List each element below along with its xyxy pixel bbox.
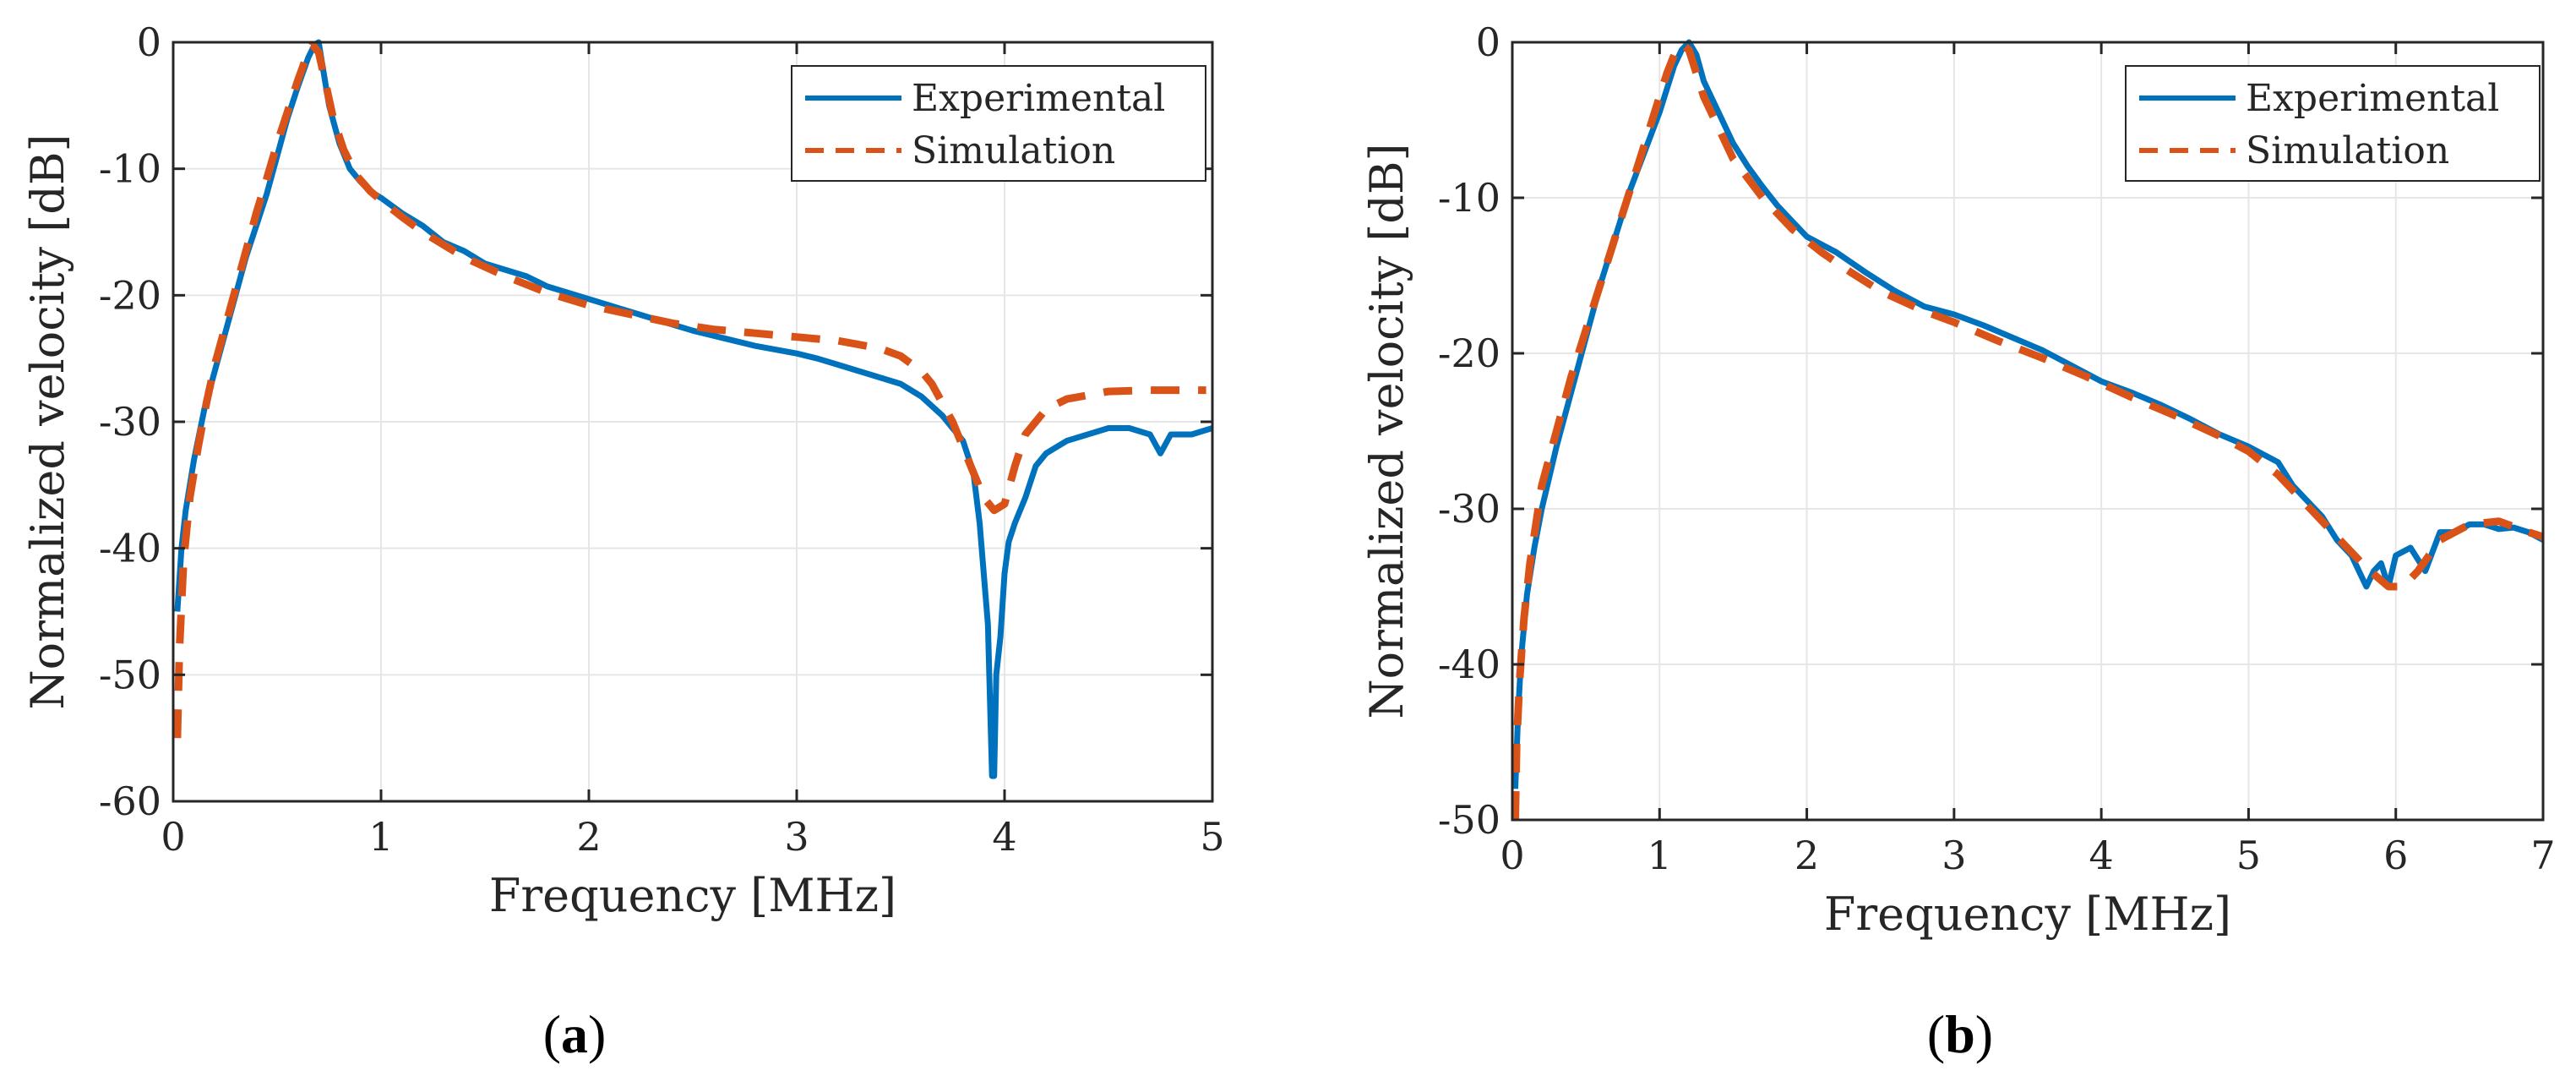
x-tick-label: 1	[1647, 833, 1672, 878]
x-tick-label: 4	[992, 814, 1016, 860]
x-tick-label: 5	[1200, 814, 1224, 860]
y-axis-label-a: Normalized velocity [dB]	[21, 134, 74, 709]
x-tick-label: 3	[784, 814, 809, 860]
x-tick-label: 5	[2236, 833, 2261, 878]
panel-a: 0 1 2 3 4 5 0 -10 -20 -30 -40 -50 -60 Frequency [MHz…	[21, 19, 1225, 1064]
legend-box-b	[2125, 65, 2541, 182]
y-tick-label: -40	[99, 526, 161, 571]
y-axis-label-b: Normalized velocity [dB]	[1360, 143, 1413, 718]
x-tick-label: 3	[1942, 833, 1966, 878]
x-tick-label: 4	[2089, 833, 2114, 878]
y-tick-label: -20	[1438, 330, 1500, 376]
y-tick-label: 0	[1476, 19, 1500, 65]
x-tick-label: 2	[576, 814, 601, 860]
y-tick-label: -10	[1438, 175, 1500, 221]
x-axis-label-b: Frequency [MHz]	[1824, 888, 2231, 941]
legend-label-experimental-a: Experimental	[912, 77, 1165, 120]
plot-area-b	[1512, 39, 2543, 821]
legend-label-simulation-a: Simulation	[912, 129, 1115, 172]
legend-label-simulation-b: Simulation	[2246, 129, 2449, 172]
x-tick-label: 0	[1500, 833, 1524, 878]
legend-label-experimental-b: Experimental	[2246, 77, 2499, 120]
y-tick-label: -40	[1438, 642, 1500, 687]
y-tick-label: -60	[99, 778, 161, 824]
y-tick-label: -50	[99, 652, 161, 697]
legend-b: Experimental Simulation	[2125, 65, 2541, 182]
y-tick-label: -30	[99, 399, 161, 445]
x-tick-label: 7	[2530, 833, 2555, 878]
caption-b: (b)	[1927, 1004, 1993, 1064]
y-tick-label: -20	[99, 272, 161, 318]
y-tick-label: -50	[1438, 797, 1500, 843]
y-tick-label: 0	[137, 19, 161, 65]
ticks-a: 0 1 2 3 4 5 0 -10 -20 -30 -40 -50 -60	[99, 19, 1225, 860]
series-line-simulation-a	[173, 41, 1206, 739]
legend-box-a	[791, 65, 1206, 182]
plot-area-a	[173, 39, 1212, 779]
caption-a: (a)	[543, 1004, 607, 1064]
y-tick-label: -30	[1438, 486, 1500, 532]
series-line-experimental-a	[174, 39, 1212, 779]
ticks-b: 0 1 2 3 4 5 6 7 0 -10 -20 -30 -40 -50	[1438, 19, 2556, 878]
x-tick-label: 0	[161, 814, 185, 860]
x-tick-label: 2	[1794, 833, 1819, 878]
x-tick-label: 1	[368, 814, 393, 860]
legend-a: Experimental Simulation	[791, 65, 1206, 182]
y-tick-label: -10	[99, 146, 161, 192]
x-tick-label: 6	[2383, 833, 2408, 878]
x-axis-label-a: Frequency [MHz]	[489, 869, 896, 922]
panel-b: 0 1 2 3 4 5 6 7 0 -10 -20 -30 -40 -50 Frequency [MHz]…	[1360, 19, 2556, 1064]
series-line-simulation-b	[1512, 40, 2543, 821]
axes-box-b	[1511, 41, 2545, 822]
